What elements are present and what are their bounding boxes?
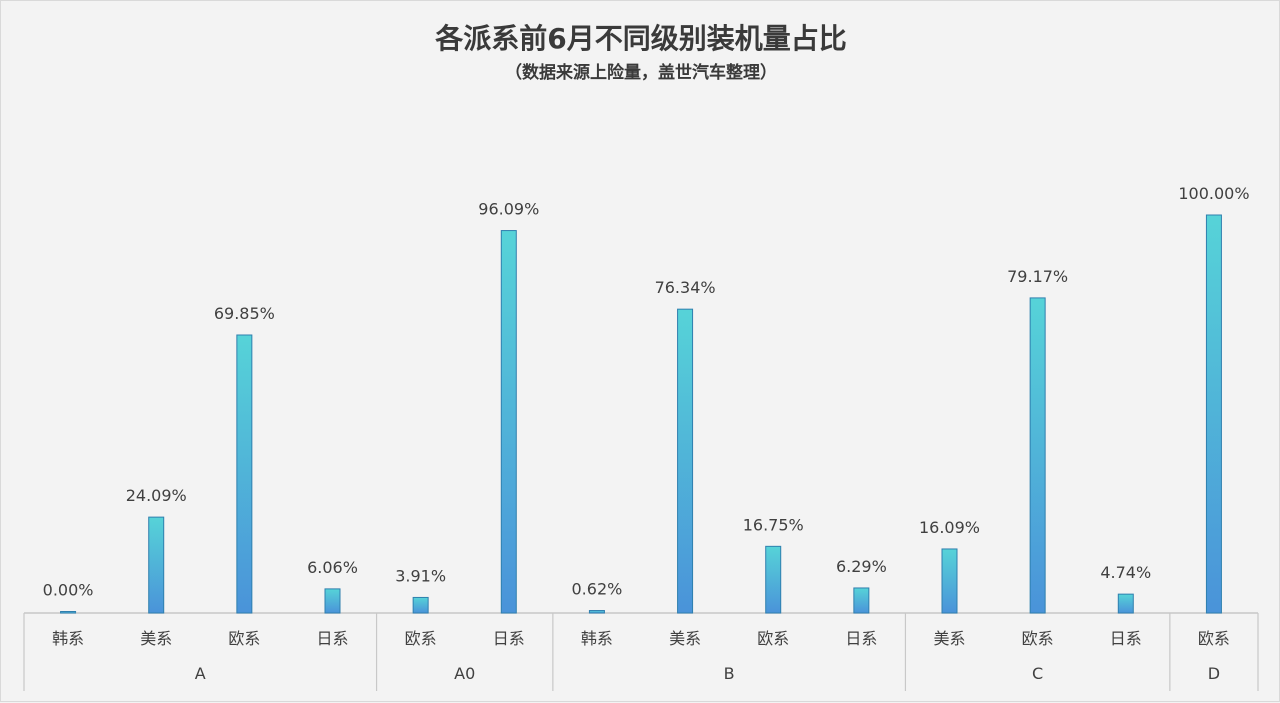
group-label: D bbox=[1208, 664, 1220, 683]
data-label: 3.91% bbox=[395, 566, 446, 585]
bar bbox=[853, 587, 870, 614]
category-label: 日系 bbox=[493, 629, 525, 648]
bar bbox=[60, 611, 77, 614]
group-label: A0 bbox=[454, 664, 475, 683]
data-label: 0.00% bbox=[43, 581, 94, 600]
bar bbox=[765, 545, 782, 614]
category-label: 欧系 bbox=[228, 629, 260, 648]
group-label: C bbox=[1032, 664, 1043, 683]
category-label: 欧系 bbox=[1022, 629, 1054, 648]
category-label: 美系 bbox=[669, 629, 701, 648]
group-label: B bbox=[724, 664, 735, 683]
category-label: 日系 bbox=[1110, 629, 1142, 648]
chart-subtitle: （数据来源上险量，盖世汽车整理） bbox=[505, 62, 777, 83]
data-label: 79.17% bbox=[1007, 267, 1068, 286]
data-label: 6.06% bbox=[307, 558, 358, 577]
bar bbox=[324, 588, 341, 614]
data-label: 96.09% bbox=[478, 200, 539, 219]
data-label: 100.00% bbox=[1178, 184, 1249, 203]
category-label: 日系 bbox=[845, 629, 877, 648]
plot-area: 0.00% 韩系 24.09% 美系 69.85% 欧系 6.06% 日系 3.91% 欧系 96.… bbox=[23, 184, 1259, 691]
data-label: 16.09% bbox=[919, 518, 980, 537]
category-label: 韩系 bbox=[581, 629, 613, 648]
category-label: 欧系 bbox=[405, 629, 437, 648]
group-label: A bbox=[195, 664, 206, 683]
bar bbox=[412, 596, 429, 614]
bar bbox=[148, 516, 165, 614]
data-label: 4.74% bbox=[1100, 563, 1151, 582]
data-label: 24.09% bbox=[126, 486, 187, 505]
bar bbox=[677, 308, 694, 614]
data-label: 76.34% bbox=[655, 278, 716, 297]
data-label: 69.85% bbox=[214, 304, 275, 323]
bar bbox=[588, 610, 605, 614]
category-label: 美系 bbox=[933, 629, 965, 648]
category-label: 欧系 bbox=[757, 629, 789, 648]
data-label: 16.75% bbox=[743, 515, 804, 534]
bar bbox=[1205, 214, 1222, 614]
bar bbox=[941, 548, 958, 614]
category-label: 欧系 bbox=[1198, 629, 1230, 648]
category-label: 美系 bbox=[140, 629, 172, 648]
bar bbox=[236, 334, 253, 614]
bar bbox=[1117, 593, 1134, 614]
data-label: 6.29% bbox=[836, 557, 887, 576]
bar bbox=[500, 230, 517, 614]
data-label: 0.62% bbox=[572, 580, 623, 599]
category-label: 日系 bbox=[316, 629, 348, 648]
bar bbox=[1029, 297, 1046, 614]
category-label: 韩系 bbox=[52, 629, 84, 648]
chart-title: 各派系前6月不同级别装机量占比 bbox=[434, 22, 846, 55]
